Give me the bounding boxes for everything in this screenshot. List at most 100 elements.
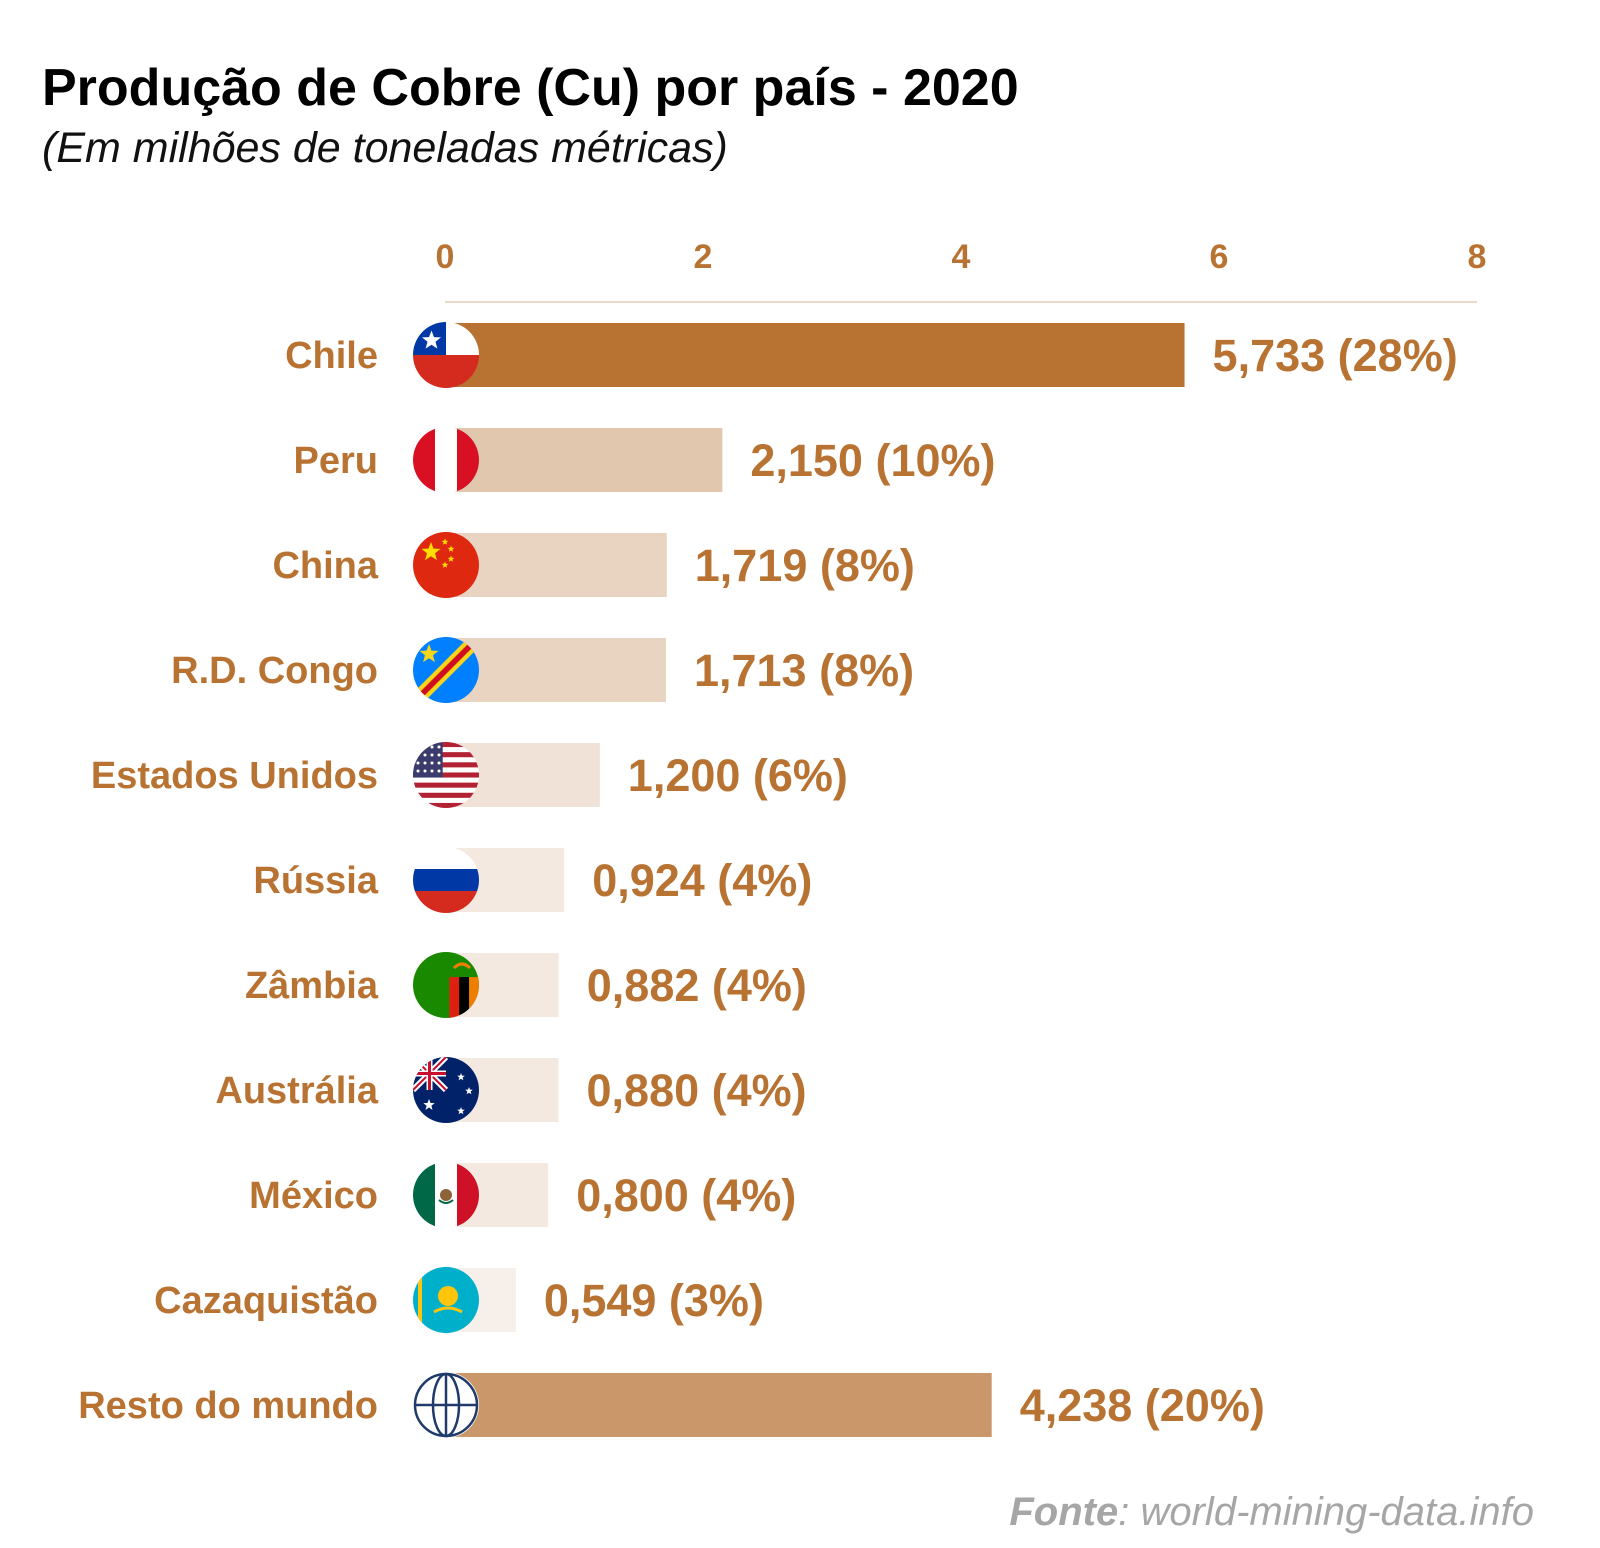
dr-congo-flag-icon <box>413 637 479 703</box>
kazakhstan-flag-icon <box>413 1267 479 1333</box>
data-label: 0,549 (3%) <box>544 1275 764 1326</box>
usa-flag-icon <box>413 742 479 808</box>
x-tick-label: 8 <box>1468 238 1487 276</box>
chart-title: Produção de Cobre (Cu) por país - 2020 <box>42 59 1019 117</box>
bar-row: R.D. Congo 1,713 (8%) <box>171 637 914 703</box>
mexico-flag-icon <box>413 1162 479 1228</box>
zambia-flag-icon <box>413 952 479 1018</box>
source-label: Fonte <box>1009 1490 1119 1534</box>
category-label: Peru <box>294 440 378 482</box>
flag-star <box>423 745 427 749</box>
flag-star <box>447 545 455 552</box>
flag-star <box>457 1073 465 1081</box>
source-text: : world-mining-data.info <box>1118 1490 1534 1534</box>
category-label: Chile <box>285 335 378 377</box>
flag-graphic <box>413 637 479 703</box>
flag-part <box>449 977 460 1018</box>
flag-star <box>430 769 434 773</box>
china-flag-icon <box>413 532 479 598</box>
flag-star <box>437 761 441 765</box>
flag-part <box>413 1162 435 1228</box>
flag-star <box>441 538 449 545</box>
category-label: R.D. Congo <box>171 650 378 692</box>
flag-star <box>419 644 439 663</box>
flag-part <box>413 792 479 799</box>
bar <box>445 533 667 597</box>
flag-star <box>423 753 427 757</box>
flag-star <box>422 330 441 349</box>
flag-part <box>413 777 479 784</box>
flag-star <box>416 761 420 765</box>
flag-star <box>437 753 441 757</box>
flag-star <box>430 761 434 765</box>
flag-graphic <box>413 1162 479 1228</box>
flag-part <box>413 772 479 779</box>
flag-eagle <box>452 962 471 970</box>
category-label: Estados Unidos <box>91 755 378 797</box>
flag-graphic <box>413 742 479 808</box>
flag-part <box>413 891 479 913</box>
flag-part <box>413 802 479 808</box>
flag-part <box>469 977 479 1018</box>
flag-sun <box>438 1286 458 1306</box>
russia-flag-icon <box>413 847 479 913</box>
flag-star <box>441 561 449 568</box>
flag-star <box>447 555 455 562</box>
x-tick-label: 2 <box>694 238 713 276</box>
category-label: Zâmbia <box>245 965 379 1007</box>
bar-row: Chile 5,733 (28%) <box>285 322 1458 388</box>
flag-part <box>413 757 479 763</box>
flag-graphic <box>413 847 479 913</box>
flag-part <box>418 1273 422 1327</box>
bar-row: Austrália 0,880 (4%) <box>215 1057 807 1123</box>
flag-star <box>423 1099 435 1110</box>
data-label: 5,733 (28%) <box>1213 330 1458 381</box>
flag-star <box>423 769 427 773</box>
flag-part <box>413 787 479 794</box>
data-label: 2,150 (10%) <box>750 435 995 486</box>
flag-star <box>423 761 427 765</box>
flag-graphic <box>413 532 479 598</box>
flag-part <box>413 767 479 773</box>
bar-row: Zâmbia 0,882 (4%) <box>245 952 807 1018</box>
category-label: Austrália <box>215 1070 378 1112</box>
flag-part <box>435 427 457 493</box>
flag-star <box>465 1087 473 1095</box>
chile-flag-icon <box>413 322 479 388</box>
flag-graphic <box>413 427 479 493</box>
bar-row: Peru 2,150 (10%) <box>294 427 996 493</box>
bar-row: Estados Unidos 1,200 (6%) <box>91 742 848 808</box>
flag-emblem <box>438 1199 454 1204</box>
flag-part <box>413 752 479 758</box>
flag-graphic <box>413 952 479 1018</box>
peru-flag-icon <box>413 427 479 493</box>
flag-part <box>413 797 479 804</box>
flag-part <box>413 637 479 703</box>
flag-emblem <box>440 1189 452 1201</box>
data-label: 0,880 (4%) <box>587 1065 807 1116</box>
source-note: Fonte: world-mining-data.info <box>1009 1490 1534 1535</box>
flag-part <box>413 782 479 789</box>
flag-part <box>413 747 479 753</box>
flag-star <box>416 753 420 757</box>
flag-graphic <box>413 1267 479 1333</box>
chart-subtitle: (Em milhões de toneladas métricas) <box>42 124 728 172</box>
bar <box>445 1373 992 1437</box>
flag-part <box>413 847 479 869</box>
flag-star <box>437 769 441 773</box>
bar <box>445 428 723 492</box>
flag-star <box>416 745 420 749</box>
flag-star <box>437 745 441 749</box>
data-label: 0,800 (4%) <box>576 1170 796 1221</box>
category-label: China <box>272 545 378 587</box>
bars-group: Chile 5,733 (28%) Peru 2,150 (10%) China 1,71… <box>78 322 1458 1438</box>
flag-star <box>430 753 434 757</box>
data-label: 4,238 (20%) <box>1020 1380 1265 1431</box>
flag-part <box>459 977 470 1018</box>
flag-part <box>457 1162 479 1228</box>
flag-part <box>413 1072 446 1075</box>
data-label: 1,200 (6%) <box>628 750 848 801</box>
flag-graphic <box>413 1057 479 1123</box>
flag-star <box>457 1107 465 1115</box>
flag-eagle <box>433 1306 463 1314</box>
